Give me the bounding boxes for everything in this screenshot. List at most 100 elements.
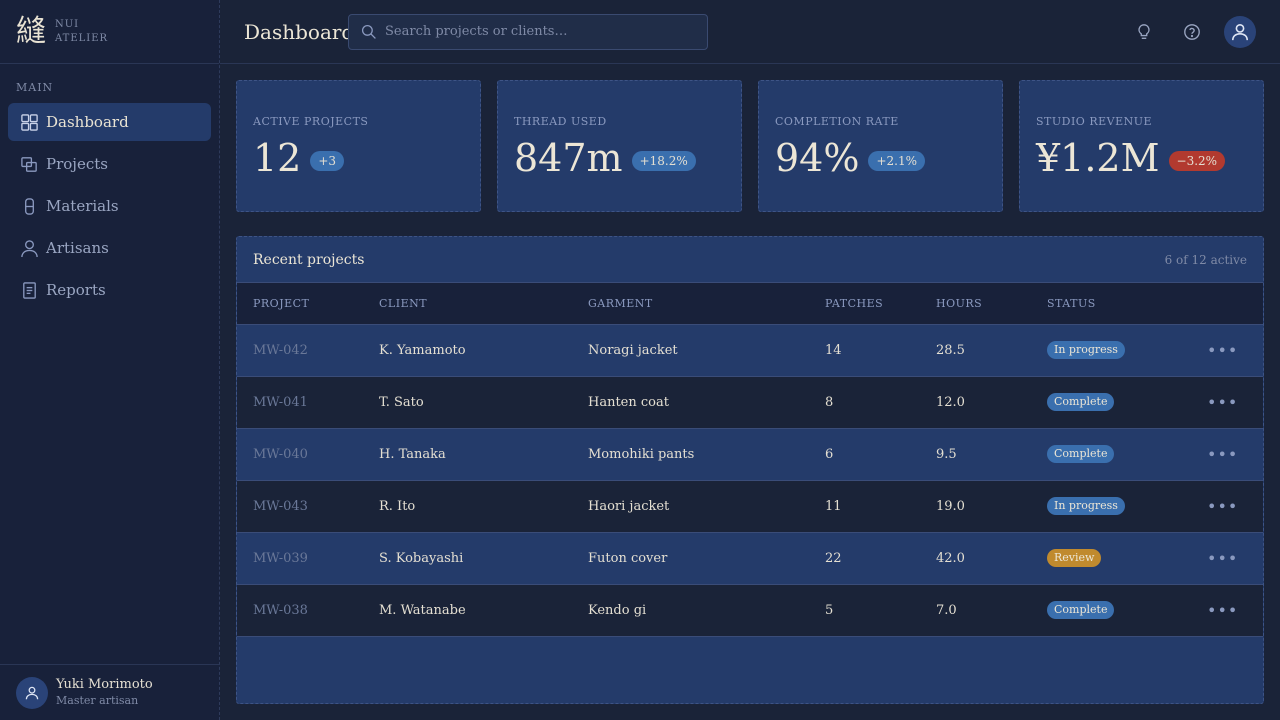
- spool-icon: [19, 196, 39, 216]
- recent-projects-panel: Recent projects 6 of 12 active PROJECT C…: [236, 236, 1264, 704]
- status-badge: Complete: [1047, 601, 1115, 619]
- client-name: R. Ito: [379, 498, 416, 514]
- project-id: MW-043: [253, 498, 308, 514]
- sidebar-item-label: Reports: [46, 281, 106, 299]
- active-count: 6 of 12 active: [1164, 252, 1247, 267]
- grid-icon: [19, 112, 39, 132]
- hours-value: 7.0: [936, 602, 957, 618]
- panel-header: Recent projects 6 of 12 active: [237, 237, 1263, 283]
- table-row[interactable]: MW-043 R. Ito Haori jacket 11 19.0 In pr…: [237, 480, 1263, 532]
- project-id: MW-042: [253, 342, 308, 358]
- status-badge: Complete: [1047, 445, 1115, 463]
- status-badge: Review: [1047, 549, 1102, 567]
- more-actions-button[interactable]: •••: [1207, 392, 1239, 412]
- person-icon: [25, 686, 39, 699]
- client-name: S. Kobayashi: [379, 550, 464, 566]
- client-name: K. Yamamoto: [379, 342, 466, 358]
- hours-value: 42.0: [936, 550, 965, 566]
- sidebar-item-label: Dashboard: [46, 113, 129, 131]
- stats-row: ACTIVE PROJECTS 12 +3 THREAD USED 847m +…: [236, 80, 1264, 212]
- brand-kanji: 縫: [16, 13, 46, 49]
- column-header-client[interactable]: CLIENT: [379, 296, 428, 310]
- sidebar-nav: Dashboard Projects Materials: [8, 103, 211, 313]
- page-title: Dashboard: [244, 19, 355, 44]
- avatar: [16, 676, 48, 709]
- brand-logo[interactable]: 縫 NUI ATELIER: [0, 0, 219, 64]
- delta-badge: +18.2%: [631, 151, 696, 171]
- sidebar-item-reports[interactable]: Reports: [8, 271, 211, 309]
- layers-icon: [19, 154, 39, 174]
- project-id: MW-040: [253, 446, 308, 462]
- user-info: Yuki Morimoto Master artisan: [56, 677, 153, 708]
- client-name: H. Tanaka: [379, 446, 446, 462]
- patches-count: 11: [825, 498, 842, 514]
- ideas-button[interactable]: [1128, 16, 1160, 48]
- sidebar-item-label: Projects: [46, 155, 108, 173]
- more-actions-button[interactable]: •••: [1207, 496, 1239, 516]
- sidebar-item-projects[interactable]: Projects: [8, 145, 211, 183]
- stat-value: ¥1.2M: [1036, 136, 1160, 180]
- more-actions-button[interactable]: •••: [1207, 340, 1239, 360]
- stat-value: 94%: [775, 136, 860, 180]
- patches-count: 8: [825, 394, 834, 410]
- header-actions: [1112, 15, 1256, 48]
- table-row[interactable]: MW-039 S. Kobayashi Futon cover 22 42.0 …: [237, 532, 1263, 584]
- brand-line-1: NUI: [55, 18, 80, 30]
- project-id: MW-041: [253, 394, 308, 410]
- sidebar-item-dashboard[interactable]: Dashboard: [8, 103, 211, 141]
- stat-label: ACTIVE PROJECTS: [253, 115, 369, 128]
- account-avatar-button[interactable]: [1224, 15, 1256, 48]
- client-name: M. Watanabe: [379, 602, 466, 618]
- column-header-garment[interactable]: GARMENT: [588, 296, 653, 310]
- more-actions-button[interactable]: •••: [1207, 444, 1239, 464]
- garment-name: Noragi jacket: [588, 342, 678, 358]
- sidebar-item-artisans[interactable]: Artisans: [8, 229, 211, 267]
- user-name: Yuki Morimoto: [56, 677, 153, 692]
- client-name: T. Sato: [379, 394, 424, 410]
- stat-card-active-projects: ACTIVE PROJECTS 12 +3: [236, 80, 481, 212]
- stat-label: COMPLETION RATE: [775, 115, 899, 128]
- garment-name: Momohiki pants: [588, 446, 695, 462]
- table-row[interactable]: MW-038 M. Watanabe Kendo gi 5 7.0 Comple…: [237, 584, 1263, 636]
- garment-name: Hanten coat: [588, 394, 669, 410]
- search-icon: [361, 24, 376, 39]
- search-bar[interactable]: [348, 13, 708, 50]
- person-icon: [1231, 23, 1249, 40]
- column-header-project[interactable]: PROJECT: [253, 296, 310, 310]
- patches-count: 6: [825, 446, 834, 462]
- panel-title: Recent projects: [253, 251, 365, 268]
- sidebar-item-materials[interactable]: Materials: [8, 187, 211, 225]
- column-header-patches[interactable]: PATCHES: [825, 296, 884, 310]
- status-badge: In progress: [1047, 497, 1125, 515]
- table-header-row: PROJECT CLIENT GARMENT PATCHES HOURS STA…: [237, 283, 1263, 324]
- garment-name: Futon cover: [588, 550, 668, 566]
- hours-value: 9.5: [936, 446, 957, 462]
- user-role: Master artisan: [56, 694, 139, 707]
- more-actions-button[interactable]: •••: [1207, 600, 1239, 620]
- table-row[interactable]: MW-041 T. Sato Hanten coat 8 12.0 Comple…: [237, 376, 1263, 428]
- hours-value: 12.0: [936, 394, 965, 410]
- column-header-actions: [1207, 283, 1263, 324]
- status-badge: Complete: [1047, 393, 1115, 411]
- table-row[interactable]: MW-042 K. Yamamoto Noragi jacket 14 28.5…: [237, 324, 1263, 376]
- brand-line-2: ATELIER: [55, 32, 109, 44]
- delta-badge: +3: [310, 151, 345, 171]
- person-icon: [19, 238, 39, 258]
- stat-card-studio-revenue: STUDIO REVENUE ¥1.2M −3.2%: [1019, 80, 1264, 212]
- more-actions-button[interactable]: •••: [1207, 548, 1239, 568]
- sidebar: 縫 NUI ATELIER MAIN Dashboard: [0, 0, 220, 720]
- brand-text: NUI ATELIER: [55, 18, 108, 46]
- table-row[interactable]: MW-040 H. Tanaka Momohiki pants 6 9.5 Co…: [237, 428, 1263, 480]
- stat-label: STUDIO REVENUE: [1036, 115, 1153, 128]
- search-input[interactable]: [385, 24, 685, 39]
- projects-table: PROJECT CLIENT GARMENT PATCHES HOURS STA…: [237, 283, 1263, 637]
- help-button[interactable]: [1176, 16, 1208, 48]
- user-profile[interactable]: Yuki Morimoto Master artisan: [0, 664, 219, 720]
- stat-label: THREAD USED: [514, 115, 607, 128]
- stat-value: 12: [253, 136, 302, 180]
- column-header-hours[interactable]: HOURS: [936, 296, 983, 310]
- hours-value: 19.0: [936, 498, 965, 514]
- column-header-status[interactable]: STATUS: [1047, 296, 1096, 310]
- stat-card-thread-used: THREAD USED 847m +18.2%: [497, 80, 742, 212]
